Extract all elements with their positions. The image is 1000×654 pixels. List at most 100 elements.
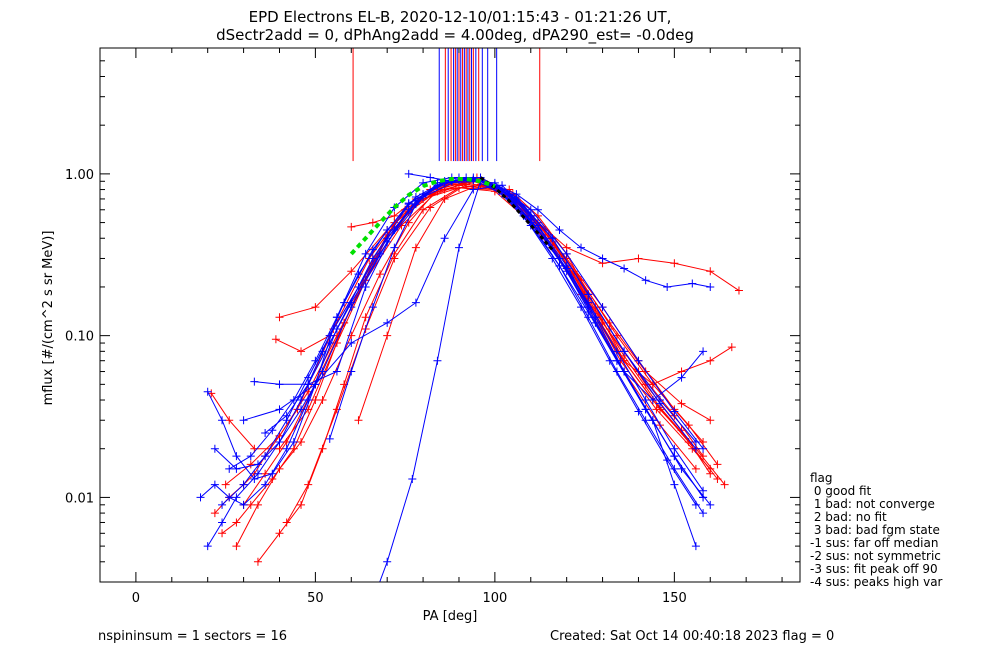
series-line-17 xyxy=(379,180,704,582)
series-20-point-2 xyxy=(261,452,270,461)
series-20-point-7 xyxy=(383,234,392,243)
series-6-point-0 xyxy=(271,335,280,344)
series-19-point-16 xyxy=(691,500,700,509)
series-3-point-2 xyxy=(347,267,356,276)
series-22-point-0 xyxy=(404,169,413,178)
series-15-point-4 xyxy=(361,282,370,291)
legend-entry-2: 2 bad: no fit xyxy=(810,510,887,524)
series-20-point-1 xyxy=(239,480,248,489)
series-5-point-1 xyxy=(368,218,377,227)
series-23-point-1 xyxy=(275,405,284,414)
series-15-point-3 xyxy=(332,367,341,376)
series-19-point-14 xyxy=(634,407,643,416)
series-12-point-0 xyxy=(203,387,212,396)
series-21-point-1 xyxy=(347,367,356,376)
series-7-point-1 xyxy=(253,500,262,509)
series-21-point-3 xyxy=(390,243,399,252)
series-23-point-7 xyxy=(469,185,478,194)
y-tick-label-1: 0.10 xyxy=(65,330,94,345)
series-23-point-0 xyxy=(239,416,248,425)
series-23-point-4 xyxy=(383,318,392,327)
plot-frame xyxy=(99,47,801,583)
series-8-point-1 xyxy=(383,331,392,340)
series-12-point-19 xyxy=(670,480,679,489)
series-3-point-13 xyxy=(734,286,743,295)
series-7-point-2 xyxy=(275,464,284,473)
series-20-point-15 xyxy=(612,347,621,356)
series-10-point-4 xyxy=(390,254,399,263)
series-12-point-20 xyxy=(691,542,700,551)
series-19-point-3 xyxy=(325,339,334,348)
series-7-point-0 xyxy=(232,542,241,551)
series-19-point-13 xyxy=(605,356,614,365)
median-curve xyxy=(479,176,554,251)
series-17-point-4 xyxy=(454,243,463,252)
series-18-point-5 xyxy=(332,313,341,322)
chart-title-line1: EPD Electrons EL-B, 2020-12-10/01:15:43 … xyxy=(249,8,672,26)
series-9-point-15 xyxy=(713,460,722,469)
series-5-point-13 xyxy=(706,356,715,365)
fit-curve xyxy=(349,176,496,256)
series-14-point-6 xyxy=(318,367,327,376)
series-17-point-3 xyxy=(433,356,442,365)
series-3-point-10 xyxy=(634,254,643,263)
series-20-point-4 xyxy=(304,373,313,382)
series-1-point-2 xyxy=(246,500,255,509)
series-13-point-5 xyxy=(282,444,291,453)
series-21-point-15 xyxy=(699,347,708,356)
series-20-point-3 xyxy=(282,416,291,425)
series-10-point-5 xyxy=(426,203,435,212)
series-8-point-10 xyxy=(691,464,700,473)
legend-entry-7: -4 sus: peaks high var xyxy=(810,575,943,589)
series-23-point-3 xyxy=(347,339,356,348)
series-22-point-1 xyxy=(426,173,435,182)
series-19-point-12 xyxy=(577,303,586,312)
series-15-point-0 xyxy=(250,377,259,386)
series-22-point-10 xyxy=(620,264,629,273)
series-6-point-1 xyxy=(297,347,306,356)
series-7-point-7 xyxy=(404,218,413,227)
series-16-point-3 xyxy=(275,438,284,447)
series-10-point-0 xyxy=(282,518,291,527)
series-23-point-13 xyxy=(641,405,650,414)
series-22-point-7 xyxy=(555,225,564,234)
series-4-point-0 xyxy=(253,557,262,566)
series-2-point-1 xyxy=(225,416,234,425)
vertical-markers-group xyxy=(352,48,541,162)
series-2-point-16 xyxy=(706,416,715,425)
y-tick-label-0: 0.01 xyxy=(65,491,94,506)
series-22-point-9 xyxy=(598,254,607,263)
series-20-point-18 xyxy=(699,486,708,495)
series-22-point-6 xyxy=(533,205,542,214)
y-axis-label: mflux [#/(cm^2 s sr MeV)] xyxy=(41,231,56,406)
series-8-point-3 xyxy=(440,194,449,203)
series-12-point-8 xyxy=(361,249,370,258)
series-16-point-1 xyxy=(232,464,241,473)
series-19-point-15 xyxy=(663,456,672,465)
series-12-point-4 xyxy=(268,469,277,478)
footer-left-text: nspininsum = 1 sectors = 16 xyxy=(98,629,287,644)
series-10-point-1 xyxy=(304,480,313,489)
series-19-point-2 xyxy=(304,380,313,389)
series-22-point-12 xyxy=(663,282,672,291)
series-23-point-5 xyxy=(411,298,420,307)
legend-entry-3: 3 bad: bad fgm state xyxy=(810,523,940,537)
series-14-point-13 xyxy=(562,249,571,258)
series-14-point-15 xyxy=(634,356,643,365)
legend-entry-1: 1 bad: not converge xyxy=(810,497,935,511)
series-13-point-0 xyxy=(196,493,205,502)
series-17-point-1 xyxy=(383,557,392,566)
series-1-point-1 xyxy=(232,518,241,527)
x-tick-label-2: 100 xyxy=(482,591,507,606)
series-5-point-14 xyxy=(727,343,736,352)
series-23-point-15 xyxy=(699,493,708,502)
series-23-point-9 xyxy=(526,211,535,220)
series-22-point-13 xyxy=(688,279,697,288)
x-tick-label-0: 0 xyxy=(132,591,140,606)
series-12-point-2 xyxy=(232,452,241,461)
series-line-14 xyxy=(207,179,704,547)
series-16-point-0 xyxy=(210,444,219,453)
series-2-point-15 xyxy=(677,399,686,408)
series-21-point-14 xyxy=(677,373,686,382)
